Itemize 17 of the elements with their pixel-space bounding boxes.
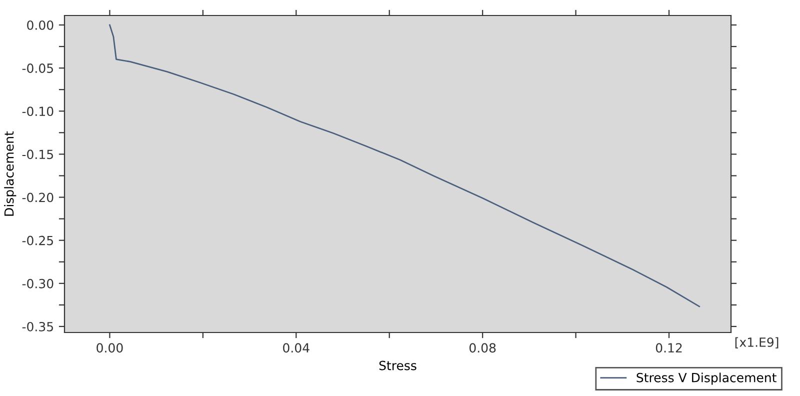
x-axis-title: Stress — [379, 360, 416, 370]
y-tick-label: -0.10 — [22, 106, 54, 116]
text: [x1.E9] — [735, 337, 778, 348]
y-tick-label: -0.35 — [22, 322, 53, 332]
y-tick-label: -0.20 — [22, 192, 54, 202]
y-axis-title: Displacement — [4, 131, 16, 216]
x-tick-label: 0.12 — [656, 343, 682, 353]
y-tick-label: -0.25 — [22, 236, 53, 246]
y-tick-label: -0.30 — [22, 278, 54, 288]
x-tick-label: 0.04 — [283, 343, 310, 353]
line-series — [109, 24, 700, 308]
x-tick-label: 0.08 — [469, 343, 496, 353]
y-tick-label: 0.00 — [27, 20, 54, 30]
x-tick-label: 0.00 — [96, 343, 123, 353]
legend-label: Stress V Displacement — [636, 372, 776, 385]
y-tick-label: -0.15 — [22, 150, 53, 160]
y-tick-label: -0.05 — [22, 64, 53, 73]
